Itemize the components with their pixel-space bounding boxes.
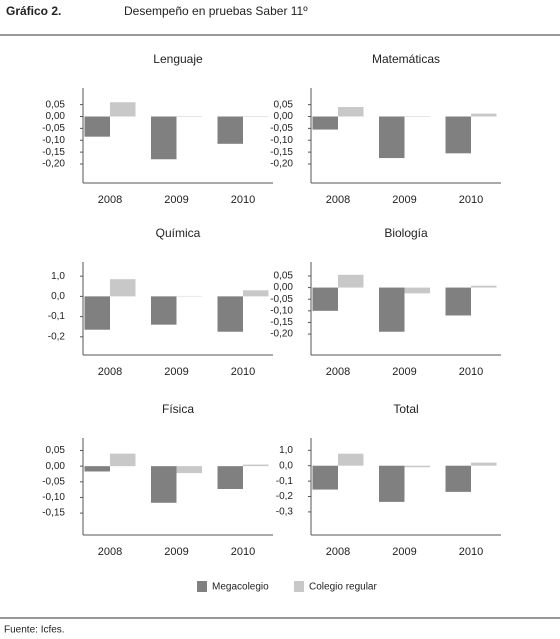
legend-swatch bbox=[197, 581, 207, 592]
bar bbox=[312, 116, 338, 130]
x-tick-label: 2010 bbox=[459, 366, 483, 378]
bar bbox=[217, 116, 243, 144]
x-tick-label: 2008 bbox=[326, 194, 350, 206]
y-tick-label: -0,20 bbox=[270, 159, 293, 170]
panel-title: Matemáticas bbox=[372, 52, 440, 66]
x-tick-label: 2010 bbox=[231, 366, 255, 378]
bar bbox=[151, 116, 177, 160]
y-tick-label: -0,1 bbox=[48, 311, 66, 322]
y-tick-label: 0,00 bbox=[46, 461, 66, 472]
bar bbox=[471, 113, 497, 117]
y-tick-label: 0,05 bbox=[274, 271, 294, 282]
bar bbox=[217, 296, 243, 332]
y-tick-label: -0,20 bbox=[270, 329, 293, 340]
bar bbox=[151, 466, 177, 503]
bar bbox=[379, 287, 405, 332]
bar bbox=[243, 464, 269, 467]
y-tick-label: 0,05 bbox=[46, 99, 66, 110]
bar bbox=[110, 453, 136, 467]
x-tick-label: 2009 bbox=[164, 366, 188, 378]
bar bbox=[379, 116, 405, 159]
bar bbox=[445, 465, 471, 492]
y-tick-label: -0,2 bbox=[48, 331, 66, 342]
x-tick-label: 2010 bbox=[231, 194, 255, 206]
y-tick-label: -0,05 bbox=[42, 476, 65, 487]
bar bbox=[84, 296, 110, 330]
panel-title: Física bbox=[162, 402, 194, 416]
bar bbox=[84, 466, 110, 472]
bar bbox=[338, 274, 364, 288]
y-tick-label: -0,15 bbox=[270, 147, 293, 158]
legend-label: Colegio regular bbox=[309, 582, 377, 593]
y-tick-label: -0,05 bbox=[270, 294, 293, 305]
y-tick-label: 0,0 bbox=[279, 460, 293, 471]
bar bbox=[404, 287, 430, 294]
legend-swatch bbox=[294, 581, 304, 592]
y-tick-label: 0,0 bbox=[51, 291, 65, 302]
bar bbox=[471, 462, 497, 466]
source: Fuente: Icfes. bbox=[4, 625, 65, 636]
y-tick-label: -0,1 bbox=[276, 476, 294, 487]
y-tick-label: -0,3 bbox=[276, 507, 294, 518]
x-tick-label: 2009 bbox=[392, 546, 416, 558]
y-tick-label: -0,10 bbox=[270, 135, 293, 146]
y-tick-label: -0,20 bbox=[42, 159, 65, 170]
y-tick-label: -0,15 bbox=[42, 147, 65, 158]
bar bbox=[243, 290, 269, 297]
x-tick-label: 2010 bbox=[459, 194, 483, 206]
x-tick-label: 2009 bbox=[392, 194, 416, 206]
y-tick-label: 0,00 bbox=[274, 111, 294, 122]
x-tick-label: 2010 bbox=[459, 546, 483, 558]
figure-title: Desempeño en pruebas Saber 11º bbox=[124, 4, 308, 18]
bar bbox=[84, 116, 110, 137]
y-tick-label: 0,00 bbox=[46, 111, 66, 122]
bar bbox=[110, 279, 136, 297]
x-tick-label: 2008 bbox=[326, 546, 350, 558]
bar bbox=[338, 453, 364, 466]
figure-label: Gráfico 2. bbox=[6, 4, 61, 18]
x-tick-label: 2008 bbox=[98, 194, 122, 206]
x-tick-label: 2009 bbox=[164, 546, 188, 558]
panel-title: Biología bbox=[384, 226, 428, 240]
bar bbox=[338, 107, 364, 117]
bar bbox=[312, 465, 338, 490]
y-tick-label: -0,10 bbox=[42, 492, 65, 503]
y-tick-label: 0,00 bbox=[274, 282, 294, 293]
bar bbox=[471, 285, 497, 288]
y-tick-label: 1,0 bbox=[279, 445, 293, 456]
y-tick-label: -0,05 bbox=[42, 123, 65, 134]
y-tick-label: 0,05 bbox=[46, 445, 66, 456]
bar bbox=[176, 466, 202, 474]
bar bbox=[110, 102, 136, 117]
panel-title: Total bbox=[393, 402, 418, 416]
y-tick-label: -0,2 bbox=[276, 491, 294, 502]
x-tick-label: 2010 bbox=[231, 546, 255, 558]
x-tick-label: 2008 bbox=[326, 366, 350, 378]
bar bbox=[445, 287, 471, 316]
y-tick-label: -0,05 bbox=[270, 123, 293, 134]
x-tick-label: 2008 bbox=[98, 546, 122, 558]
y-tick-label: -0,10 bbox=[270, 305, 293, 316]
y-tick-label: -0,15 bbox=[270, 317, 293, 328]
y-tick-label: 0,05 bbox=[274, 99, 294, 110]
bar bbox=[151, 296, 177, 325]
y-tick-label: -0,15 bbox=[42, 508, 65, 519]
bar bbox=[379, 465, 405, 502]
y-tick-label: 1,0 bbox=[51, 271, 65, 282]
bar bbox=[312, 287, 338, 311]
bar bbox=[217, 466, 243, 490]
panel-title: Lenguaje bbox=[153, 52, 203, 66]
panel-title: Química bbox=[156, 226, 201, 240]
bar bbox=[445, 116, 471, 154]
x-tick-label: 2009 bbox=[392, 366, 416, 378]
x-tick-label: 2009 bbox=[164, 194, 188, 206]
legend-label: Megacolegio bbox=[212, 582, 269, 593]
x-tick-label: 2008 bbox=[98, 366, 122, 378]
bar bbox=[404, 465, 430, 468]
y-tick-label: -0,10 bbox=[42, 135, 65, 146]
